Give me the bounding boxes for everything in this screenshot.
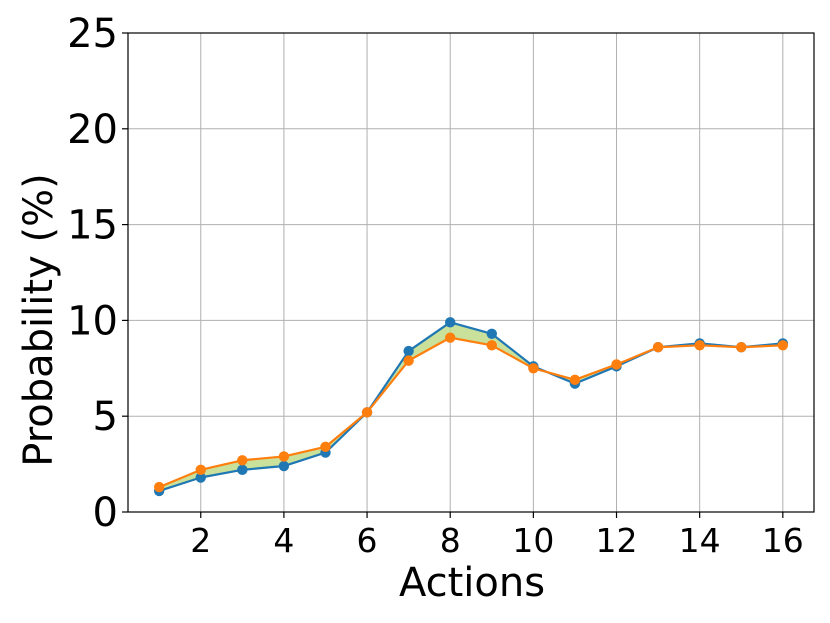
data-point <box>153 481 165 493</box>
data-point <box>403 345 414 357</box>
x-tick-label: 4 <box>273 521 294 560</box>
data-point <box>195 464 206 476</box>
series-group <box>153 317 789 497</box>
x-tick-label: 12 <box>596 521 638 560</box>
series-1 <box>153 317 789 497</box>
x-axis-label: Actions <box>399 560 545 606</box>
y-axis-label: Probability (%) <box>16 173 62 466</box>
grid <box>128 32 814 513</box>
y-tick-label: 5 <box>93 394 118 440</box>
plot-frame <box>127 32 815 513</box>
series-2 <box>153 332 789 493</box>
y-tick-label: 20 <box>67 107 118 153</box>
data-point <box>445 317 456 328</box>
fill-between-area <box>159 322 783 491</box>
data-point <box>361 407 373 418</box>
data-point <box>611 359 622 370</box>
x-tick-label: 6 <box>357 521 378 560</box>
data-point <box>320 441 331 453</box>
data-point <box>445 332 456 343</box>
y-tick-label: 10 <box>67 298 118 344</box>
x-tick-label: 2 <box>190 521 211 560</box>
data-point <box>278 460 290 472</box>
data-point <box>278 451 290 462</box>
data-point <box>237 464 248 476</box>
y-tick-label: 25 <box>67 11 118 57</box>
data-point <box>528 363 539 374</box>
data-point <box>736 342 747 353</box>
ticks: 2 4 6 8 10 12 14 16 0 5 10 15 20 25 <box>67 11 804 560</box>
data-point <box>486 328 497 340</box>
data-point <box>486 340 497 351</box>
data-point <box>694 340 705 351</box>
series-line <box>158 336 783 489</box>
y-tick-label: 15 <box>67 203 118 249</box>
y-tick-label: 0 <box>93 490 118 536</box>
difference-fill <box>159 322 783 491</box>
data-point <box>569 374 581 385</box>
data-point <box>403 355 414 366</box>
x-tick-label: 10 <box>512 521 554 560</box>
x-tick-label: 14 <box>679 521 721 560</box>
data-point <box>195 472 206 483</box>
data-point <box>237 455 248 466</box>
data-point <box>777 340 789 351</box>
x-tick-label: 16 <box>762 521 804 560</box>
x-tick-label: 8 <box>440 521 461 560</box>
data-point <box>652 342 664 353</box>
